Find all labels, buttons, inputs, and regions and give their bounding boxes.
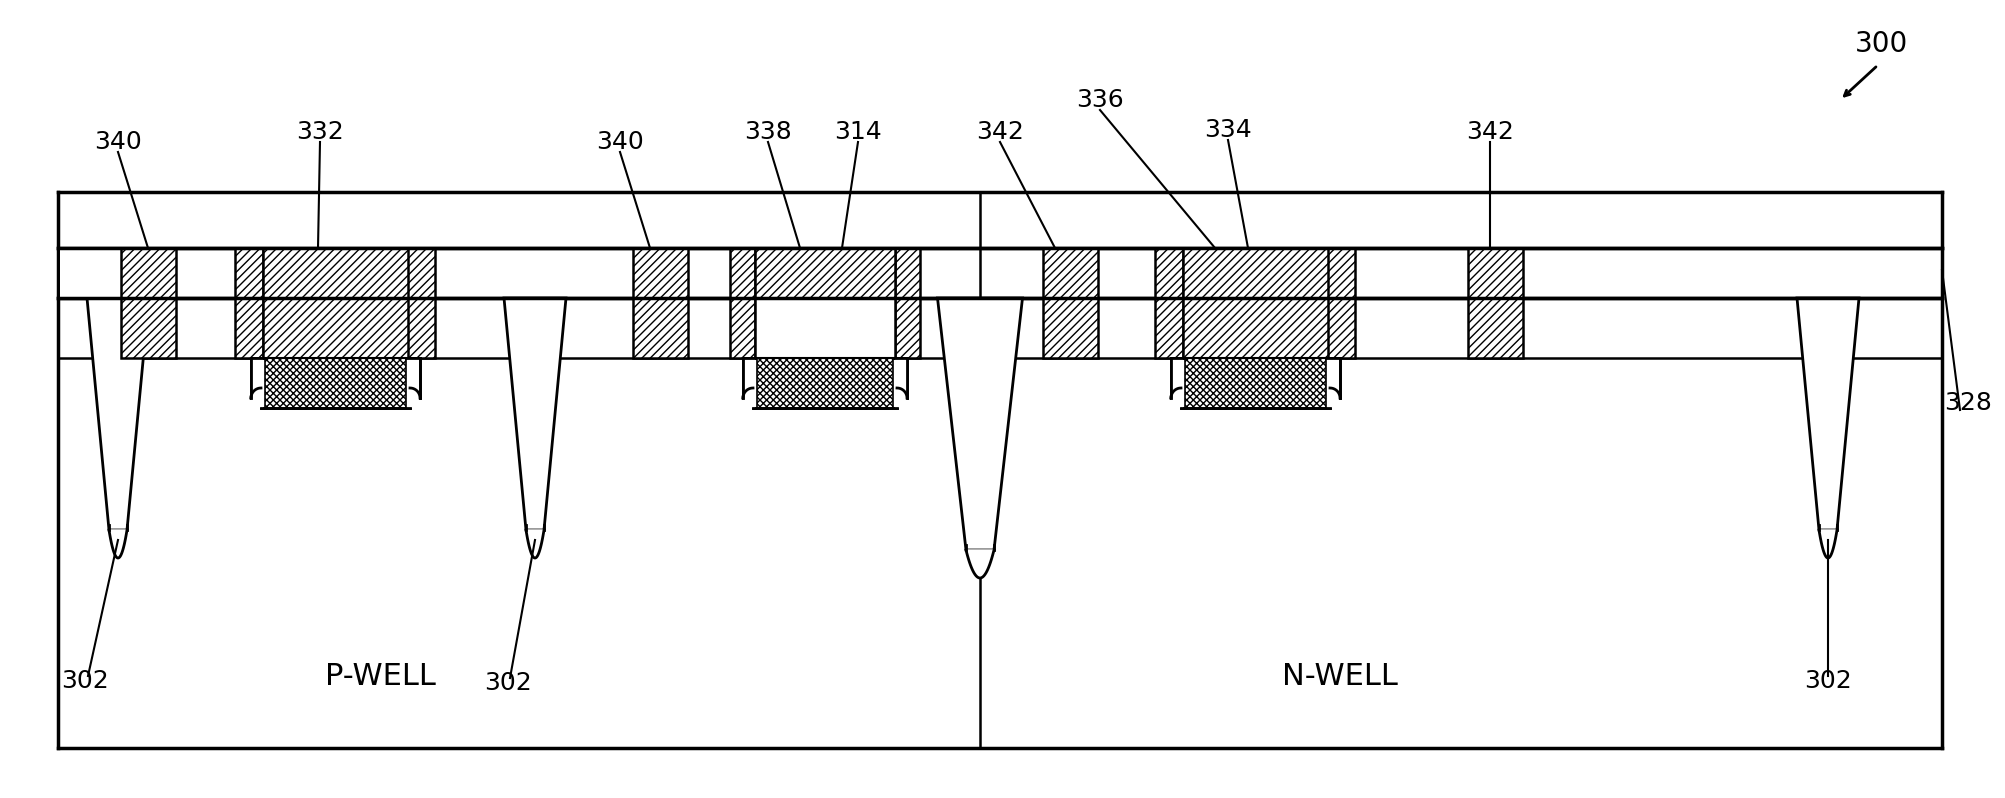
Text: 334: 334: [1205, 118, 1251, 142]
Bar: [263, 298, 407, 358]
Bar: [756, 248, 894, 298]
Text: P-WELL: P-WELL: [325, 662, 435, 691]
Polygon shape: [108, 530, 126, 558]
Bar: [407, 248, 435, 358]
Polygon shape: [525, 530, 543, 558]
Text: 340: 340: [94, 130, 142, 154]
Bar: [1183, 298, 1327, 358]
Bar: [756, 298, 894, 358]
Bar: [894, 358, 906, 408]
Text: 336: 336: [1077, 88, 1125, 112]
Text: 338: 338: [744, 120, 792, 144]
Text: N-WELL: N-WELL: [1281, 662, 1397, 691]
Bar: [1043, 248, 1099, 358]
Bar: [1327, 248, 1355, 358]
Text: 302: 302: [1804, 669, 1853, 693]
Bar: [60, 249, 130, 297]
Bar: [120, 248, 176, 358]
Text: 342: 342: [1466, 120, 1514, 144]
Text: 332: 332: [297, 120, 345, 144]
Polygon shape: [938, 298, 1023, 550]
Bar: [1468, 248, 1524, 358]
Bar: [1183, 248, 1327, 298]
Text: 328: 328: [1945, 391, 1991, 415]
Bar: [1185, 358, 1325, 408]
Bar: [265, 358, 405, 408]
Bar: [730, 248, 756, 358]
Bar: [407, 358, 419, 408]
Text: 302: 302: [483, 671, 531, 695]
Polygon shape: [966, 550, 994, 578]
Text: 340: 340: [595, 130, 644, 154]
Bar: [1327, 358, 1339, 408]
Bar: [263, 248, 407, 298]
Polygon shape: [1796, 298, 1859, 530]
Bar: [634, 248, 688, 358]
Bar: [894, 248, 920, 358]
Bar: [235, 248, 263, 358]
Polygon shape: [1819, 530, 1837, 558]
Text: 342: 342: [976, 120, 1025, 144]
Bar: [251, 358, 263, 408]
Bar: [1171, 358, 1183, 408]
Text: 302: 302: [60, 669, 108, 693]
Bar: [744, 358, 756, 408]
Text: 300: 300: [1855, 30, 1909, 58]
Polygon shape: [86, 298, 148, 530]
Bar: [758, 358, 892, 408]
Polygon shape: [503, 298, 565, 530]
Text: 314: 314: [834, 120, 882, 144]
Bar: [1155, 248, 1183, 358]
